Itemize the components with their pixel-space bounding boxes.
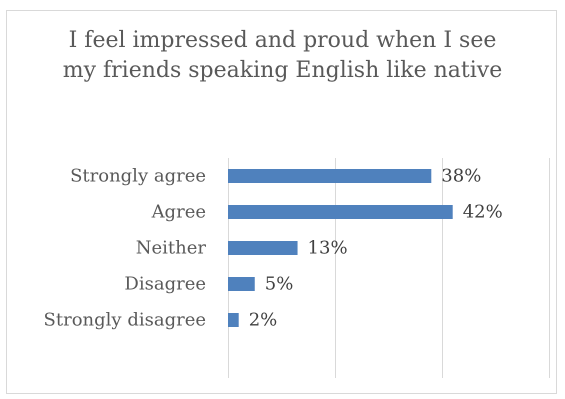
data-label: 13% (308, 238, 348, 259)
category-label: Disagree (124, 274, 206, 295)
chart-area (6, 10, 557, 394)
bar (228, 277, 255, 291)
bar (228, 241, 298, 255)
bar (228, 205, 453, 219)
bar (228, 169, 432, 183)
chart-title-text: I feel impressed and proud when I see my… (62, 28, 503, 83)
category-label: Strongly disagree (44, 310, 206, 331)
data-label: 38% (441, 166, 481, 187)
data-label: 2% (249, 310, 278, 331)
chart-title: I feel impressed and proud when I see my… (0, 26, 565, 86)
data-label: 42% (463, 202, 503, 223)
bar (228, 313, 239, 327)
category-label: Neither (136, 238, 207, 259)
data-label: 5% (265, 274, 294, 295)
category-label: Strongly agree (70, 166, 206, 187)
category-label: Agree (151, 202, 206, 223)
